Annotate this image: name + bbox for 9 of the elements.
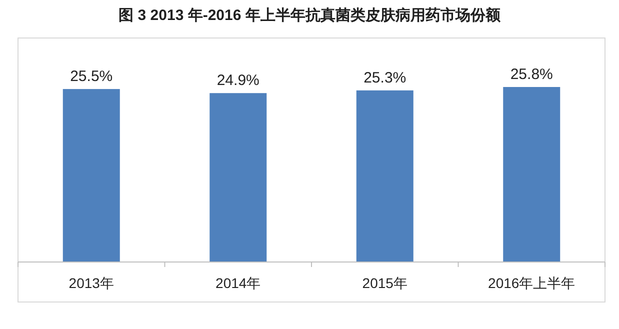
data-label: 25.8%	[510, 66, 553, 83]
data-label: 24.9%	[216, 72, 260, 90]
x-tick-label: 2015年	[362, 275, 408, 291]
data-label: 25.3%	[364, 69, 406, 86]
x-tick-label: 2014年	[216, 275, 261, 291]
x-tick-label: 2016年上半年	[488, 275, 576, 291]
x-tick-label: 2013年	[68, 275, 114, 291]
chart-title: 图 3 2013 年-2016 年上半年抗真菌类皮肤病用药市场份额	[118, 6, 502, 24]
data-label: 25.5%	[70, 68, 113, 86]
